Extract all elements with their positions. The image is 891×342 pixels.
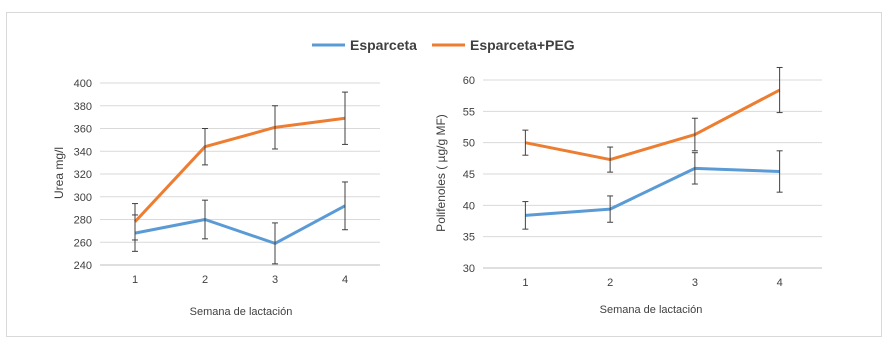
polifenoles-x-tick-label: 2 (607, 277, 613, 289)
polifenoles-y-tick-label: 45 (463, 169, 475, 181)
polifenoles-x-tick-label: 1 (522, 277, 528, 289)
legend-label-esparceta-peg: Esparceta+PEG (470, 37, 575, 53)
polifenoles-y-tick-label: 60 (463, 75, 475, 87)
urea-y-tick-label: 400 (74, 78, 92, 90)
polifenoles-y-tick-label: 35 (463, 232, 475, 244)
urea-y-tick-label: 320 (74, 169, 92, 181)
urea-error-bar (272, 105, 278, 150)
urea-y-tick-label: 380 (74, 101, 92, 113)
urea-error-bar (342, 181, 348, 231)
urea-y-axis-title: Urea mg/l (52, 147, 66, 199)
polifenoles-y-tick-label: 40 (463, 200, 475, 212)
polifenoles-error-bar (522, 201, 529, 230)
urea-y-tick-label: 240 (74, 260, 92, 272)
urea-y-tick-label: 260 (74, 237, 92, 249)
polifenoles-y-tick-label: 30 (463, 263, 475, 275)
urea-error-bar (132, 203, 138, 241)
polifenoles-y-tick-label: 55 (463, 106, 475, 118)
polifenoles-series-line-esparceta (525, 166, 780, 217)
polifenoles-error-bar (776, 66, 783, 114)
urea-x-tick-label: 3 (272, 274, 278, 286)
urea-x-axis-title: Semana de lactación (190, 306, 293, 318)
urea-error-bar (202, 199, 208, 240)
polifenoles-series-line-esparceta-peg (525, 88, 781, 162)
polifenoles-error-bar (691, 152, 698, 185)
polifenoles-x-tick-label: 3 (692, 277, 698, 289)
urea-error-bar (202, 128, 208, 166)
urea-x-tick-label: 1 (132, 274, 138, 286)
urea-chart: Urea mg/l Semana de lactación 240 260 280 3… (52, 78, 380, 318)
urea-x-tick-label: 2 (202, 274, 208, 286)
urea-y-tick-label: 280 (74, 215, 92, 227)
legend: Esparceta Esparceta+PEG (312, 37, 575, 53)
urea-series-line-esparceta (134, 204, 346, 245)
polifenoles-error-bar (776, 150, 783, 193)
polifenoles-y-tick-label: 50 (463, 138, 475, 150)
polifenoles-error-bar (607, 146, 614, 173)
urea-error-bar (342, 91, 348, 145)
polifenoles-y-axis-title: Polifenoles ( µg/g MF) (434, 114, 448, 232)
urea-y-tick-label: 360 (74, 124, 92, 136)
polifenoles-error-bar (691, 117, 698, 152)
chart-frame (6, 12, 882, 337)
urea-y-tick-label: 340 (74, 146, 92, 158)
legend-label-esparceta: Esparceta (350, 37, 417, 53)
urea-y-tick-label: 300 (74, 192, 92, 204)
polifenoles-chart: Polifenoles ( µg/g MF) Semana de lactaci… (434, 66, 822, 316)
polifenoles-error-bar (607, 195, 614, 223)
urea-series-line-esparceta-peg (133, 116, 346, 223)
urea-error-bar (272, 222, 278, 265)
polifenoles-x-axis-title: Semana de lactación (600, 304, 703, 316)
urea-x-tick-label: 4 (342, 274, 348, 286)
polifenoles-x-tick-label: 4 (777, 277, 783, 289)
polifenoles-error-bar (522, 129, 529, 156)
